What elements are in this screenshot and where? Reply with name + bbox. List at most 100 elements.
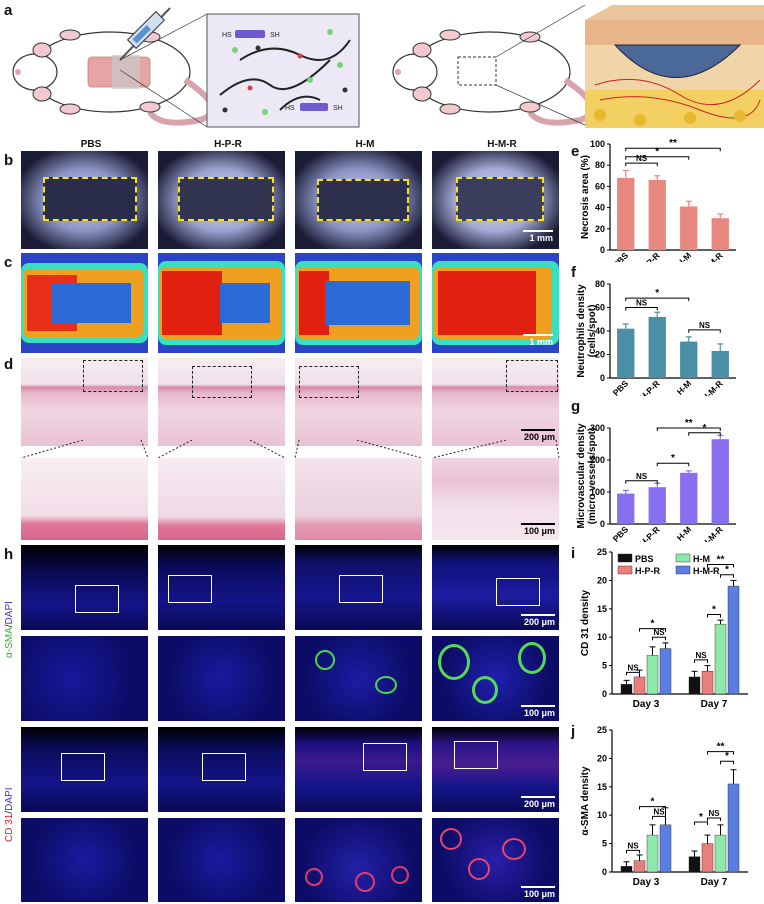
- significance-bracket: [694, 659, 708, 663]
- scale-bar-h4: 100 μm: [505, 886, 555, 899]
- bar: [617, 328, 635, 378]
- significance-bracket: [720, 760, 734, 765]
- perfusion-map-pbs: [21, 253, 148, 353]
- bar: [633, 676, 646, 695]
- molecule-label: SH: [270, 32, 280, 39]
- molecule-label: SH: [333, 105, 343, 112]
- significance-bracket: [656, 462, 690, 467]
- bar: [633, 860, 646, 873]
- y-tick-label: 0: [600, 519, 605, 529]
- y-tick-label: 5: [602, 661, 607, 671]
- column-title-hmr: H-M-R: [487, 139, 517, 150]
- significance-label: NS: [653, 807, 665, 816]
- bar: [711, 218, 729, 250]
- y-tick-label: 5: [602, 839, 607, 849]
- sma-zoom-hpr: [158, 636, 285, 721]
- panel-f-label: f: [571, 264, 576, 281]
- y-tick-label: 100: [590, 487, 605, 497]
- significance-bracket: [625, 480, 658, 484]
- significance-label: NS: [708, 809, 720, 818]
- significance-label: NS: [636, 299, 648, 308]
- x-tick-label: H-P-R: [638, 250, 662, 262]
- significance-bracket: [626, 671, 640, 676]
- panel-i-label: i: [571, 545, 576, 562]
- x-tick-label: H-M: [675, 378, 693, 396]
- perfusion-map-hpr: [158, 253, 285, 353]
- bar: [646, 834, 659, 873]
- significance-label: *: [655, 147, 659, 158]
- bar: [688, 676, 701, 695]
- cd31-zoom-hm: [295, 818, 422, 902]
- bar: [680, 206, 698, 250]
- y-tick-label: 60: [595, 303, 605, 313]
- bar: [620, 866, 633, 873]
- bar: [680, 341, 698, 378]
- bar: [711, 350, 729, 378]
- y-tick-label: 60: [595, 181, 605, 191]
- scale-bar-h2: 100 μm: [505, 705, 555, 718]
- legend-label: H-P-R: [635, 566, 660, 576]
- y-tick-label: 0: [600, 373, 605, 383]
- significance-bracket: [707, 613, 721, 618]
- y-tick-label: 200: [590, 455, 605, 465]
- cd31-overview-hmr: 200 μm: [432, 727, 559, 812]
- perfusion-map-hm: [295, 253, 422, 353]
- scale-bar-h3: 200 μm: [505, 796, 555, 809]
- legend-label: H-M-R: [693, 566, 720, 576]
- y-axis-title: Microvascular density(micro vessels/spot…: [576, 423, 598, 528]
- bar: [714, 623, 727, 695]
- bar: [727, 783, 740, 873]
- y-tick-label: 25: [597, 547, 607, 557]
- bar: [701, 843, 714, 873]
- perfusion-map-hmr: 1 mm: [432, 253, 559, 353]
- significance-label: NS: [627, 663, 639, 672]
- x-tick-label: Day 7: [701, 699, 728, 710]
- panel-b-label: b: [4, 152, 14, 169]
- significance-bracket: [652, 815, 666, 820]
- cd31-overview-hm: [295, 727, 422, 812]
- row-label-cd31-dapi: CD 31/DAPI: [4, 787, 15, 842]
- y-tick-label: 100: [590, 139, 605, 149]
- bar: [714, 834, 727, 873]
- legend-label: PBS: [635, 554, 654, 564]
- molecule-label: HS: [285, 105, 295, 112]
- panel-e-label: e: [571, 143, 580, 160]
- column-title-hpr: H-P-R: [214, 139, 242, 150]
- chart-necrosis-area: 0 20 40 60 80 100 Necrosis area (%) PBS H-P-R H-M…: [580, 138, 736, 262]
- significance-bracket: [720, 574, 734, 578]
- y-tick-label: 40: [595, 203, 605, 213]
- y-tick-label: 10: [597, 810, 607, 820]
- significance-label: NS: [695, 651, 707, 660]
- legend-swatch: [617, 553, 633, 563]
- panel-a-schematic: HS SH HS SH: [12, 4, 764, 128]
- bar: [680, 472, 698, 524]
- significance-label: NS: [627, 841, 639, 850]
- x-tick-label: PBS: [611, 378, 631, 396]
- hydrogel-network-diagram: [206, 13, 360, 128]
- significance-label: NS: [653, 628, 665, 637]
- significance-bracket: [707, 817, 721, 822]
- y-tick-label: 40: [595, 326, 605, 336]
- significance-bracket: [639, 806, 666, 810]
- legend-swatch: [617, 565, 633, 575]
- sma-overview-hpr: [158, 545, 285, 630]
- x-tick-label: H-P-R: [638, 524, 662, 542]
- significance-bracket: [625, 307, 658, 311]
- y-tick-label: 80: [595, 279, 605, 289]
- y-tick-label: 300: [590, 423, 605, 433]
- scale-bar-d-top: 200 μm: [505, 429, 555, 442]
- bar: [688, 856, 701, 873]
- he-stain-overview-hmr: 200 μm: [432, 358, 559, 446]
- wound-photo-hpr: [158, 151, 285, 249]
- x-tick-label: H-M-R: [700, 524, 725, 542]
- significance-bracket: [625, 297, 690, 302]
- x-tick-label: H-P-R: [638, 378, 662, 396]
- significance-label: *: [651, 797, 655, 808]
- cd31-overview-pbs: [21, 727, 148, 812]
- significance-bracket: [625, 147, 721, 152]
- he-stain-zoom-hmr: 100 μm: [432, 458, 559, 540]
- sma-overview-hmr: 200 μm: [432, 545, 559, 630]
- scale-bar-c: 1 mm: [513, 334, 553, 347]
